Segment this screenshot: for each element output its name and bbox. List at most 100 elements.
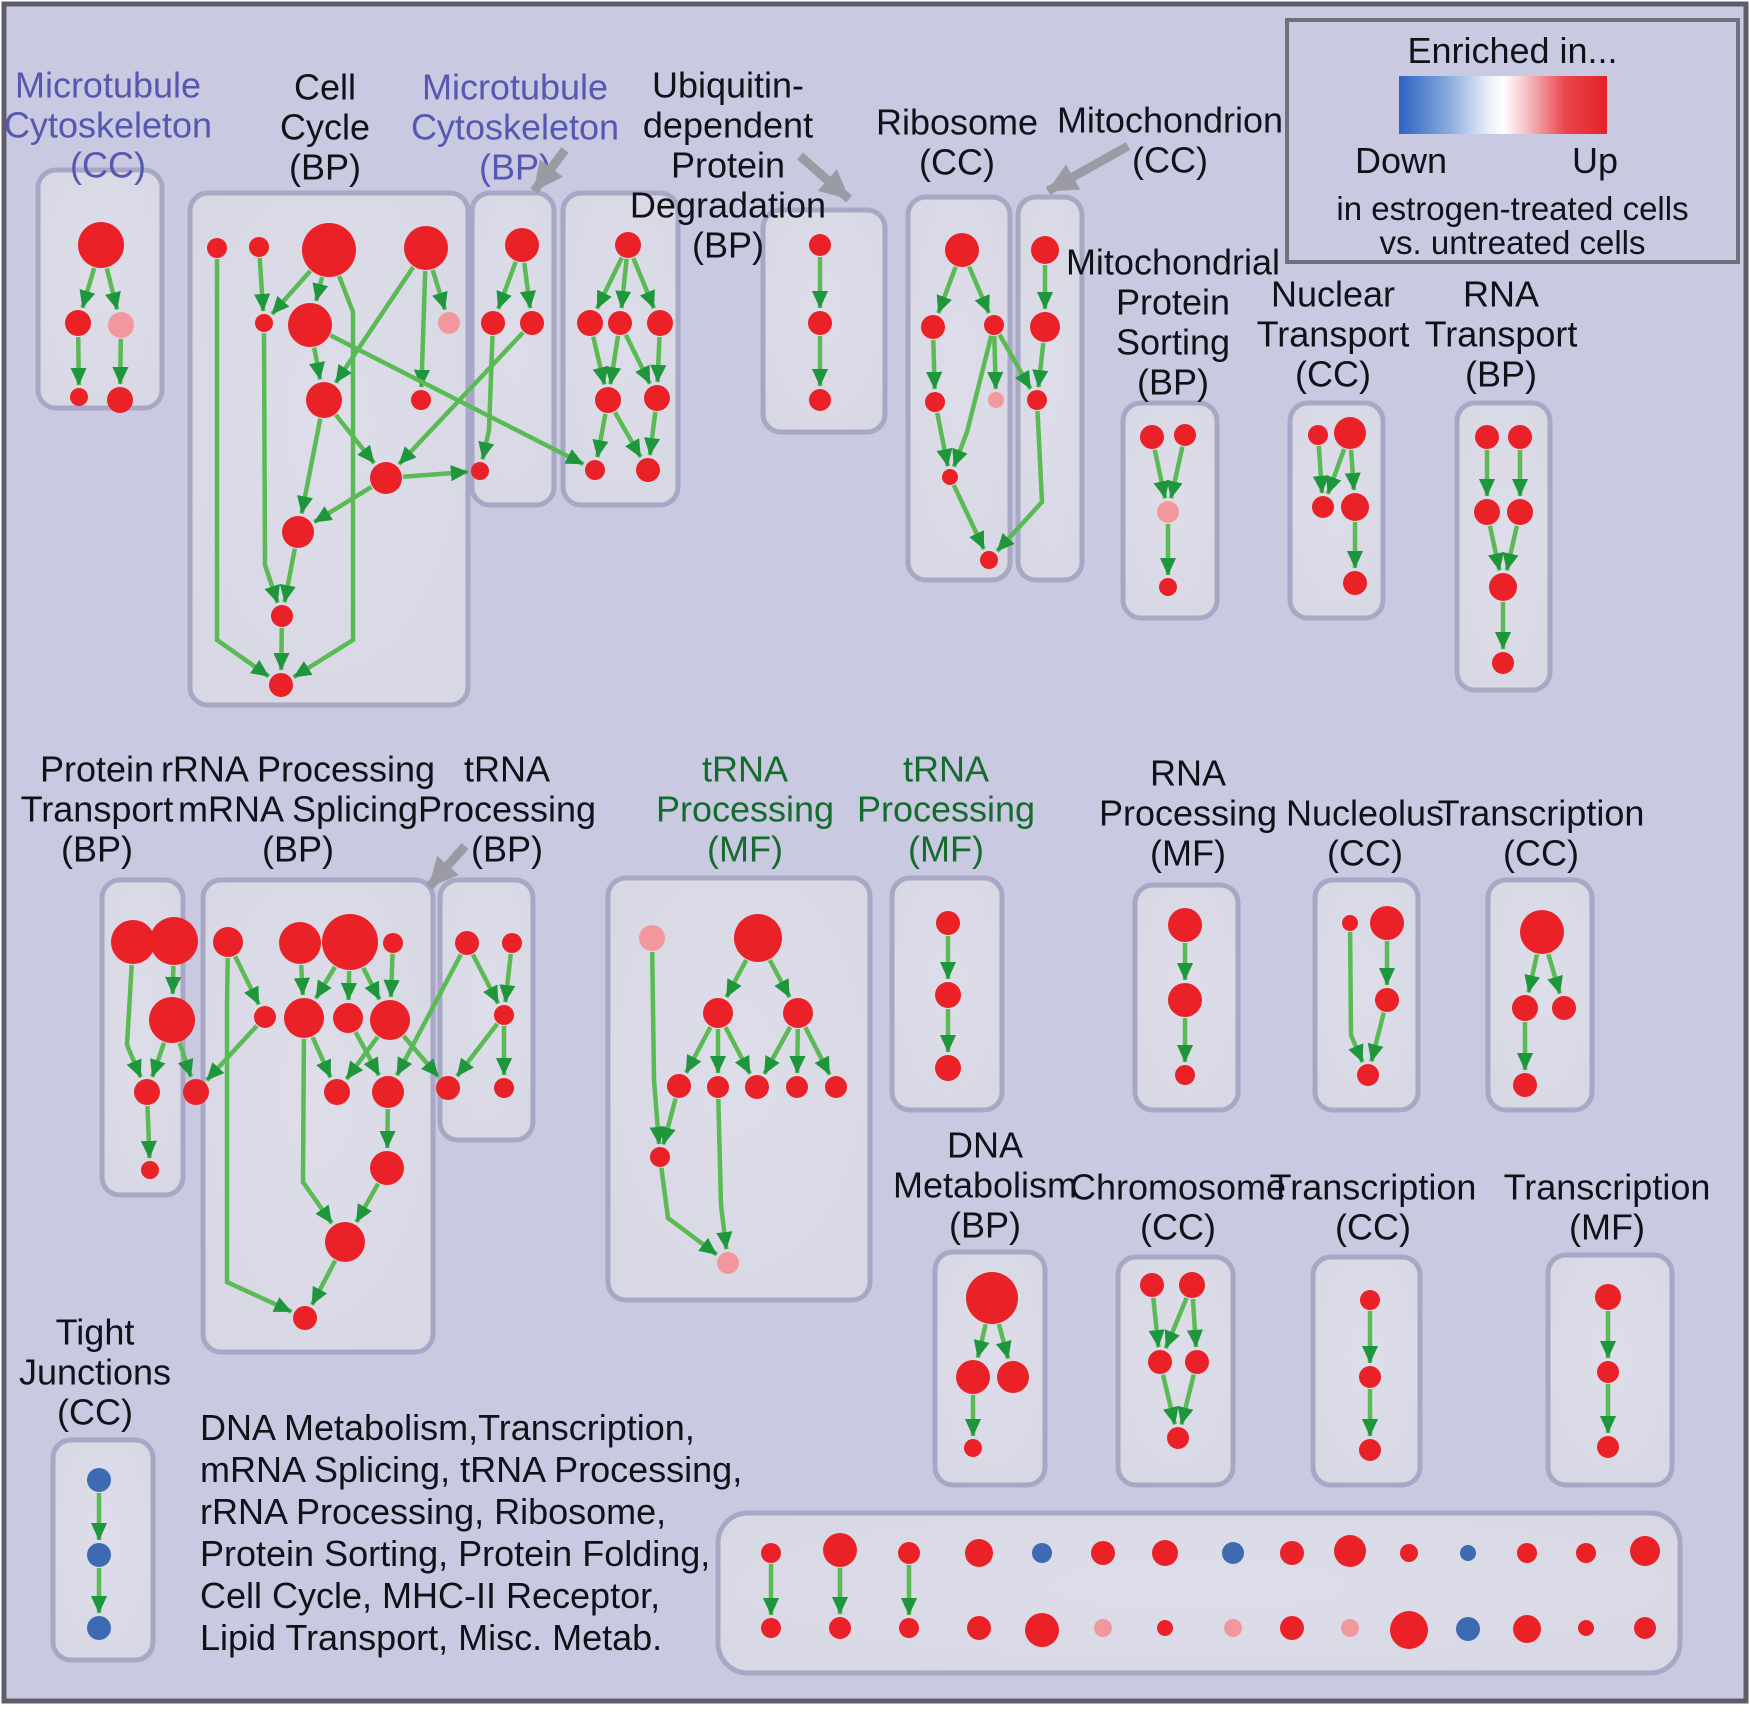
node-rrna-7 xyxy=(370,1000,410,1040)
group-label-ubi: dependent xyxy=(643,105,813,146)
node-rrna-0 xyxy=(213,927,243,957)
node-trnamf2-2 xyxy=(935,1055,961,1081)
node-rnamf-1 xyxy=(1168,983,1202,1017)
node-nuct-4 xyxy=(1343,571,1367,595)
edge-arrow xyxy=(1347,931,1365,1063)
group-label-txcc1: Transcription xyxy=(1438,793,1645,834)
edge-arrow xyxy=(659,1098,678,1145)
node-ubi-3 xyxy=(647,310,673,336)
node-rrna-10 xyxy=(370,1151,404,1185)
group-label-mtbp: Microtubule xyxy=(422,67,608,108)
node-nucl-3 xyxy=(1357,1064,1379,1086)
node-cc-6 xyxy=(438,312,460,334)
edge-arrow xyxy=(1166,446,1185,499)
group-label-mtbp: Cytoskeleton xyxy=(411,107,619,148)
node-rrna-2 xyxy=(322,914,378,970)
node-tj-2 xyxy=(87,1616,111,1640)
node-cc-3 xyxy=(404,226,448,270)
edge-arrow xyxy=(649,951,666,1145)
node-trnamf1-10 xyxy=(717,1252,739,1274)
edge-arrow xyxy=(310,1036,333,1079)
edge-arrow xyxy=(354,1182,381,1224)
group-label-prot: Transport xyxy=(21,789,174,830)
edge-arrow xyxy=(313,484,373,525)
node-mito-0 xyxy=(1031,236,1059,264)
group-label-rrna: (BP) xyxy=(262,829,334,870)
edge-arrow xyxy=(300,1038,334,1225)
node-trnamf1-7 xyxy=(786,1076,808,1098)
node-ubi-2 xyxy=(608,311,632,335)
node-rnat-5 xyxy=(1492,652,1514,674)
node-cc-0 xyxy=(207,238,227,258)
group-label-dnam: DNA xyxy=(947,1125,1023,1166)
edge-arrow xyxy=(340,970,358,1001)
node-trnabp-0 xyxy=(455,931,479,955)
node-misc-17 xyxy=(1280,1616,1304,1640)
group-label-rnamf: (MF) xyxy=(1150,833,1226,874)
edge-arrow xyxy=(224,957,293,1314)
group-label-txmf: (MF) xyxy=(1569,1207,1645,1248)
node-prot-2 xyxy=(149,997,195,1043)
node-rrna-9 xyxy=(372,1076,404,1108)
edge-arrow xyxy=(401,1034,441,1079)
node-nucl-1 xyxy=(1370,906,1404,940)
edge-arrow xyxy=(1502,525,1520,571)
edge-arrow xyxy=(987,335,1004,390)
node-rnat-1 xyxy=(1508,425,1532,449)
node-msort-1 xyxy=(1174,424,1196,446)
node-nucl-0 xyxy=(1342,915,1358,931)
group-label-trnabp: Processing xyxy=(418,789,596,830)
group-label-tj: Junctions xyxy=(19,1352,171,1393)
node-txmf-2 xyxy=(1597,1436,1619,1458)
callout-arrow-icon xyxy=(530,147,569,194)
node-trnamf1-4 xyxy=(667,1074,691,1098)
edge-arrow xyxy=(936,266,958,314)
edge-arrow xyxy=(310,1259,338,1306)
group-label-nuct: Transport xyxy=(1257,314,1410,355)
group-label-rnat: Transport xyxy=(1425,314,1578,355)
node-txcc1-0 xyxy=(1520,910,1564,954)
node-ubi-0 xyxy=(615,232,641,258)
edge-arrow xyxy=(333,265,416,384)
node-trnamf1-2 xyxy=(703,998,733,1028)
edge-arrow xyxy=(344,1035,380,1081)
node-misc-4 xyxy=(898,1542,920,1564)
group-label-trnamf1: (MF) xyxy=(707,829,783,870)
node-rnat-0 xyxy=(1475,425,1499,449)
edge-arrow xyxy=(615,258,632,309)
node-chrom-2 xyxy=(1148,1350,1172,1374)
edge-arrow xyxy=(1344,449,1361,491)
edge-arrow xyxy=(997,333,1033,390)
node-misc-27 xyxy=(1578,1620,1594,1636)
node-txcc2-2 xyxy=(1359,1439,1381,1461)
node-mtbp-1 xyxy=(481,311,505,335)
edge-arrow xyxy=(253,257,271,312)
node-mtcc-1 xyxy=(65,310,91,336)
node-mtbp-3 xyxy=(471,462,489,480)
node-dnam-3 xyxy=(964,1439,982,1457)
node-dnam-1 xyxy=(956,1360,990,1394)
group-box-trnabp xyxy=(437,877,536,1143)
group-label-txmf: Transcription xyxy=(1504,1167,1711,1208)
node-tj-1 xyxy=(87,1543,111,1567)
node-trnabp-4 xyxy=(494,1078,514,1098)
edge-arrow xyxy=(361,966,382,1001)
edge-arrow xyxy=(684,1026,713,1074)
node-misc-5 xyxy=(899,1618,919,1638)
node-rrna-3 xyxy=(383,933,403,953)
node-txcc2-1 xyxy=(1359,1366,1381,1388)
edge-arrow xyxy=(165,965,182,995)
node-mtcc-3 xyxy=(70,388,88,406)
node-msort-0 xyxy=(1140,425,1164,449)
node-ubi-1 xyxy=(577,310,603,336)
node-txmf-1 xyxy=(1597,1361,1619,1383)
node-misc-3 xyxy=(829,1617,851,1639)
node-misc-16 xyxy=(1280,1541,1304,1565)
edge-arrow xyxy=(519,262,536,309)
node-txmf-0 xyxy=(1595,1284,1621,1310)
edge-arrow xyxy=(402,465,469,482)
node-msort-3 xyxy=(1159,578,1177,596)
node-trnamf1-5 xyxy=(707,1076,729,1098)
node-txcc1-1 xyxy=(1512,995,1538,1021)
group-box-txcc1 xyxy=(1485,877,1595,1113)
